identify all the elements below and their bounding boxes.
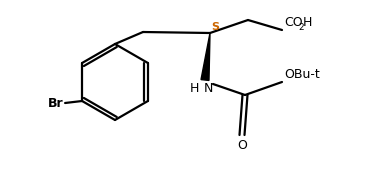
Text: OBu-t: OBu-t <box>284 68 320 81</box>
Polygon shape <box>201 33 210 80</box>
Text: CO: CO <box>284 16 303 29</box>
Text: H: H <box>190 82 199 95</box>
Text: S: S <box>211 22 219 32</box>
Text: H: H <box>303 16 313 29</box>
Text: O: O <box>237 139 247 152</box>
Text: 2: 2 <box>298 23 303 32</box>
Text: N: N <box>204 82 213 95</box>
Text: Br: Br <box>48 96 63 110</box>
